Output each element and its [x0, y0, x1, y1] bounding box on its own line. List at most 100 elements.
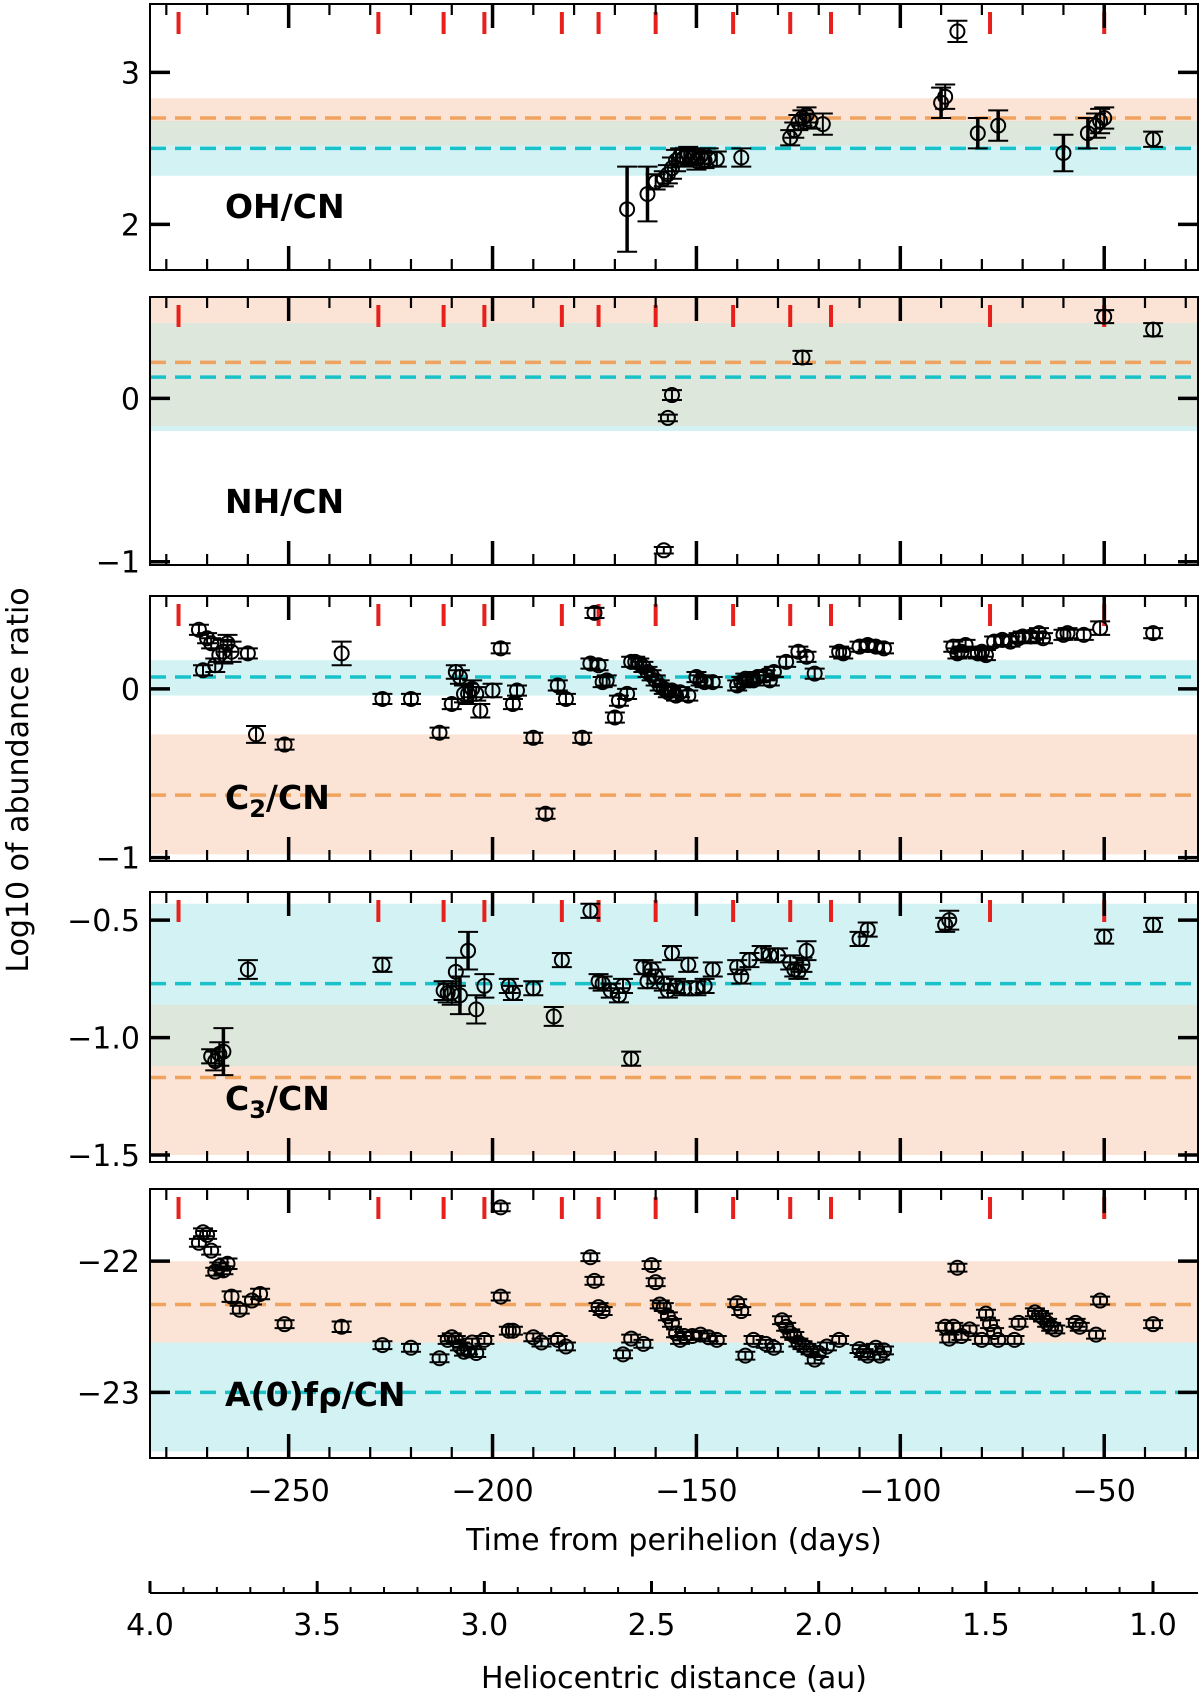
data-point: [765, 1339, 782, 1356]
data-point: [688, 980, 705, 997]
data-point: [1010, 1314, 1027, 1331]
y-tick-label: 0: [121, 382, 140, 417]
data-point: [643, 1257, 660, 1274]
secondary-tick-label: 1.0: [1129, 1608, 1177, 1643]
data-point: [729, 1295, 746, 1312]
y-tick-label: −1: [96, 842, 140, 877]
y-tick-label: −22: [77, 1245, 140, 1280]
data-point: [986, 1324, 1003, 1341]
panel-label: A(0)fρ/CN: [225, 1375, 406, 1414]
data-point: [659, 409, 676, 426]
data-point: [818, 1338, 835, 1355]
data-point: [655, 542, 672, 559]
data-point: [545, 1008, 562, 1025]
data-point: [1092, 620, 1109, 637]
data-point: [276, 1316, 293, 1333]
data-point: [647, 1274, 664, 1291]
data-point: [1092, 1292, 1109, 1309]
data-point: [806, 665, 823, 682]
data-point: [635, 1335, 652, 1352]
data-point: [525, 729, 542, 746]
secondary-tick-label: 2.5: [628, 1608, 676, 1643]
x-axis-title: Time from perihelion (days): [465, 1523, 882, 1558]
panel-3: −1 0 C2/CN: [96, 595, 1199, 877]
data-point: [1096, 110, 1113, 126]
panel-2: −1 0 NH/CN: [96, 296, 1199, 581]
data-point: [574, 729, 591, 746]
data-point: [1071, 1318, 1088, 1335]
data-point: [500, 1322, 517, 1339]
data-point: [814, 116, 831, 133]
data-point: [672, 684, 689, 701]
data-point: [525, 1329, 542, 1346]
panel-label: C3/CN: [225, 1079, 330, 1124]
secondary-x-axis-title: Heliocentric distance (au): [481, 1661, 867, 1693]
data-point: [472, 702, 489, 719]
data-point: [647, 173, 664, 190]
data-point: [492, 1288, 509, 1305]
data-point: [733, 968, 750, 985]
data-point: [1096, 308, 1113, 325]
data-point: [733, 1303, 750, 1320]
panel-frame: [149, 3, 1199, 271]
panel-frame: [149, 891, 1199, 1163]
secondary-tick-label: 1.5: [962, 1608, 1010, 1643]
data-point: [1006, 1331, 1023, 1348]
data-point: [557, 1338, 574, 1355]
data-point: [676, 980, 693, 997]
y-tick-label: −23: [77, 1376, 140, 1411]
data-point: [835, 645, 852, 662]
data-point: [606, 709, 623, 726]
data-point: [680, 687, 697, 704]
data-point: [961, 1321, 978, 1338]
data-point: [668, 687, 685, 704]
data-point: [990, 1331, 1007, 1348]
data-point: [990, 117, 1007, 134]
panel-frame: [149, 296, 1199, 566]
panel-frame: [149, 595, 1199, 862]
data-point: [696, 674, 713, 691]
data-point: [190, 621, 207, 638]
data-point: [586, 1272, 603, 1289]
data-point: [504, 1322, 521, 1339]
data-point: [639, 186, 656, 202]
data-point: [615, 977, 632, 994]
data-point: [476, 977, 493, 994]
x-tick-label: −150: [655, 1474, 737, 1509]
panel-1: 2 3 OH/CN: [121, 3, 1199, 271]
data-point: [708, 1331, 725, 1348]
data-point: [761, 672, 778, 689]
data-point: [1035, 630, 1052, 647]
data-point: [977, 647, 994, 664]
data-point: [333, 1318, 350, 1335]
data-point: [973, 1331, 990, 1348]
data-point: [973, 643, 990, 660]
data-point: [553, 952, 570, 969]
data-point: [1022, 628, 1039, 645]
data-point: [231, 1301, 248, 1318]
data-point: [680, 956, 697, 973]
data-point: [525, 980, 542, 997]
data-point: [969, 125, 986, 142]
data-point: [945, 1318, 962, 1335]
data-point: [876, 1342, 893, 1359]
band-overlap: [150, 121, 1198, 146]
y-tick-label: −1.0: [67, 1022, 140, 1057]
data-point: [778, 653, 795, 670]
data-point: [1096, 928, 1113, 945]
data-point: [708, 151, 725, 168]
x-tick-label: −200: [451, 1474, 533, 1509]
data-point: [1145, 1316, 1162, 1333]
data-point: [871, 1347, 888, 1364]
data-point: [455, 685, 472, 702]
data-point: [276, 736, 293, 753]
data-point: [533, 1334, 550, 1351]
band-orange: [150, 734, 1198, 855]
data-point: [1145, 321, 1162, 338]
data-point: [937, 916, 954, 933]
x-tick-label: −50: [1073, 1474, 1136, 1509]
data-point: [610, 987, 627, 1004]
panels: 2 3 OH/CN −1 0 NH/CN −1 0 C2/CN −1.5 −1.0 −0.5 C3/CN…: [67, 3, 1199, 1459]
data-point: [219, 1255, 236, 1272]
data-point: [619, 685, 636, 702]
